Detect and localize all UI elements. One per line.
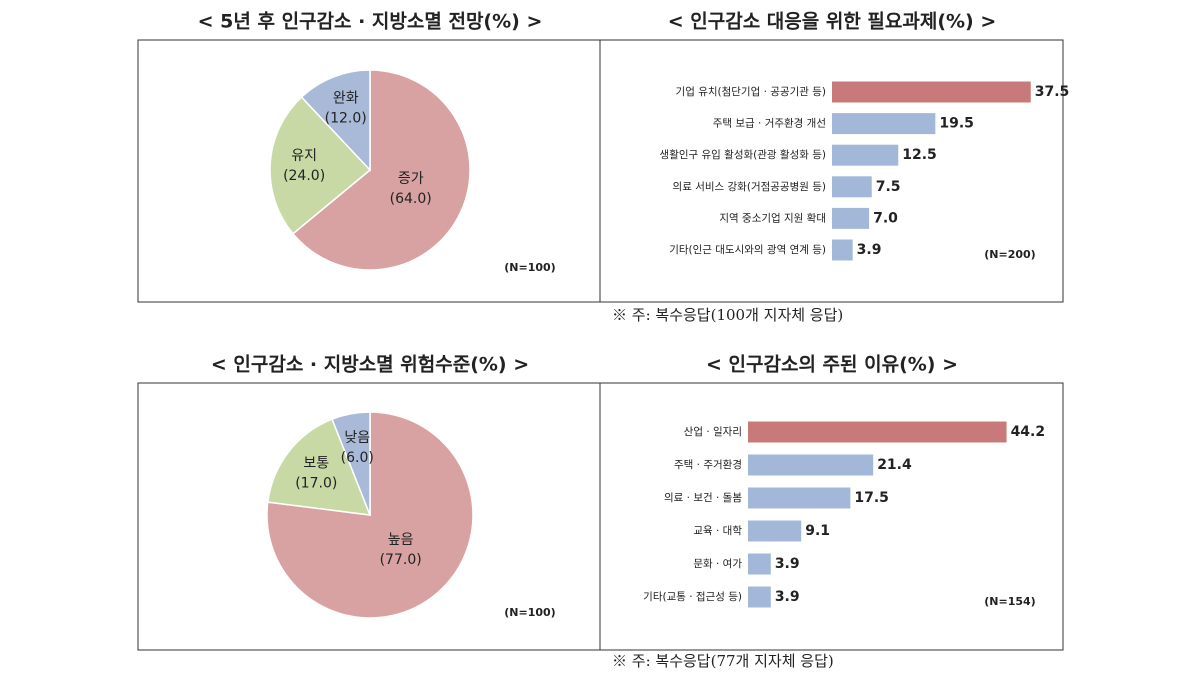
bar — [748, 586, 771, 608]
bar — [832, 207, 870, 229]
slice-label: 완화 — [333, 91, 359, 107]
value-label: 19.5 — [939, 116, 974, 132]
bar — [832, 176, 872, 198]
value-label: 3.9 — [775, 556, 800, 572]
panel-frame — [599, 39, 1064, 303]
category-label: 주택 보급 · 거주환경 개선 — [713, 117, 826, 130]
annotation: (N=100) — [504, 261, 555, 274]
bar — [748, 520, 802, 542]
category-label: 산업 · 일자리 — [684, 425, 742, 438]
slice-value: (6.0) — [341, 450, 374, 466]
pie-slice — [331, 411, 371, 516]
bar — [748, 487, 851, 509]
bar — [748, 454, 874, 476]
annotation: (N=100) — [504, 606, 555, 619]
pie-slice — [300, 69, 371, 172]
category-label: 지역 중소기업 지원 확대 — [719, 211, 826, 224]
chart-title: < 인구감소 대응을 위한 필요과제(%) > — [668, 11, 997, 33]
note: ※ 주: 복수응답(77개 지자체 응답) — [612, 652, 834, 670]
slice-value: (17.0) — [295, 475, 337, 491]
bar — [832, 81, 1031, 103]
value-label: 9.1 — [805, 523, 830, 539]
slice-label: 높음 — [388, 532, 414, 548]
value-label: 7.5 — [876, 179, 901, 195]
slice-value: (24.0) — [283, 168, 325, 184]
value-label: 17.5 — [854, 490, 889, 506]
annotation: (N=154) — [984, 595, 1035, 608]
value-label: 12.5 — [902, 147, 937, 163]
bar — [832, 239, 853, 261]
category-label: 기타(인근 대도시와의 광역 연계 등) — [669, 244, 826, 256]
category-label: 의료 서비스 강화(거점공공병원 등) — [673, 181, 826, 193]
value-label: 3.9 — [775, 589, 800, 605]
note: ※ 주: 복수응답(100개 지자체 응답) — [612, 306, 843, 324]
slice-label: 낮음 — [344, 430, 370, 446]
slice-value: (77.0) — [380, 552, 422, 568]
category-label: 주택 · 주거환경 — [674, 458, 742, 471]
bar — [832, 113, 936, 135]
chart-title: < 인구감소 · 지방소멸 위험수준(%) > — [211, 354, 529, 376]
category-label: 교육 · 대학 — [693, 525, 742, 537]
value-label: 37.5 — [1035, 84, 1070, 100]
category-label: 기타(교통 · 접근성 등) — [643, 591, 742, 603]
value-label: 7.0 — [873, 210, 898, 226]
category-label: 기업 유치(첨단기업 · 공공기관 등) — [676, 85, 826, 98]
annotation: (N=200) — [984, 248, 1035, 261]
value-label: 3.9 — [857, 242, 882, 258]
bar — [832, 144, 899, 166]
panel-frame — [599, 382, 1064, 651]
pie-slice — [269, 96, 372, 235]
category-label: 생활인구 유입 활성화(관광 활성화 등) — [660, 148, 826, 161]
value-label: 21.4 — [877, 457, 912, 473]
category-label: 의료 · 보건 · 돌봄 — [664, 492, 742, 504]
bar — [748, 421, 1007, 443]
pie-slice — [266, 418, 372, 516]
slice-label: 보통 — [303, 455, 329, 471]
value-label: 44.2 — [1011, 424, 1046, 440]
chart-title: < 인구감소의 주된 이유(%) > — [706, 354, 958, 376]
bar — [748, 553, 771, 575]
slice-label: 유지 — [291, 148, 317, 164]
slice-value: (64.0) — [390, 191, 432, 207]
pie-slice — [291, 69, 471, 271]
slice-value: (12.0) — [325, 111, 367, 127]
chart-title: < 5년 후 인구감소 · 지방소멸 전망(%) > — [198, 11, 543, 33]
slice-label: 증가 — [398, 171, 424, 187]
category-label: 문화 · 여가 — [693, 558, 742, 570]
